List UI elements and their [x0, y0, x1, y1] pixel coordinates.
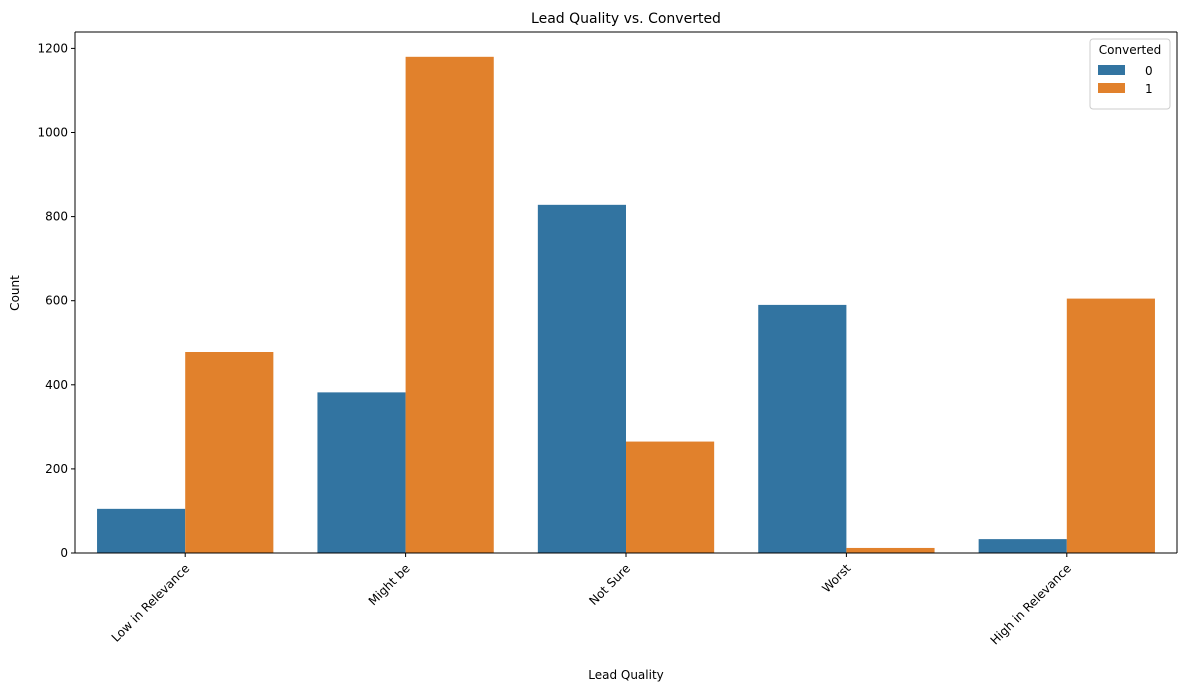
- y-tick-label: 1000: [37, 125, 68, 139]
- bar-series-1-low-in-relevance: [185, 352, 274, 553]
- legend: Converted 0 1: [1089, 38, 1171, 110]
- bar-series-0-not-sure: [537, 204, 626, 553]
- bar-series-1-worst: [846, 547, 935, 553]
- legend-label-1: 1: [1145, 82, 1153, 96]
- bar-series-0-might-be: [317, 392, 406, 553]
- x-tick-label: Low in Relevance: [109, 561, 193, 645]
- x-tick-label: Might be: [366, 561, 413, 608]
- x-tick-label: Not Sure: [586, 561, 633, 608]
- y-tick-label: 800: [45, 210, 68, 224]
- legend-label-0: 0: [1145, 64, 1153, 78]
- y-tick-label: 1200: [37, 41, 68, 55]
- y-tick-label: 200: [45, 462, 68, 476]
- x-tick-label: High in Relevance: [988, 561, 1074, 647]
- bar-series-1-might-be: [405, 56, 494, 554]
- bar-series-0-low-in-relevance: [97, 508, 186, 553]
- bar-series-0-worst: [758, 304, 847, 553]
- bar-series-1-high-in-relevance: [1066, 298, 1155, 553]
- bars-layer: [97, 56, 1155, 554]
- legend-title: Converted: [1099, 43, 1161, 57]
- legend-swatch-0: [1098, 65, 1125, 75]
- y-tick-label: 400: [45, 378, 68, 392]
- x-tick-label: Worst: [819, 561, 853, 595]
- y-tick-label: 0: [60, 546, 68, 560]
- chart-title: Lead Quality vs. Converted: [531, 11, 721, 27]
- legend-swatch-1: [1098, 83, 1125, 93]
- y-axis-label: Count: [8, 275, 22, 311]
- bar-series-1-not-sure: [626, 441, 715, 553]
- x-axis-label: Lead Quality: [588, 668, 664, 682]
- y-tick-label: 600: [45, 294, 68, 308]
- bar-series-0-high-in-relevance: [978, 539, 1067, 553]
